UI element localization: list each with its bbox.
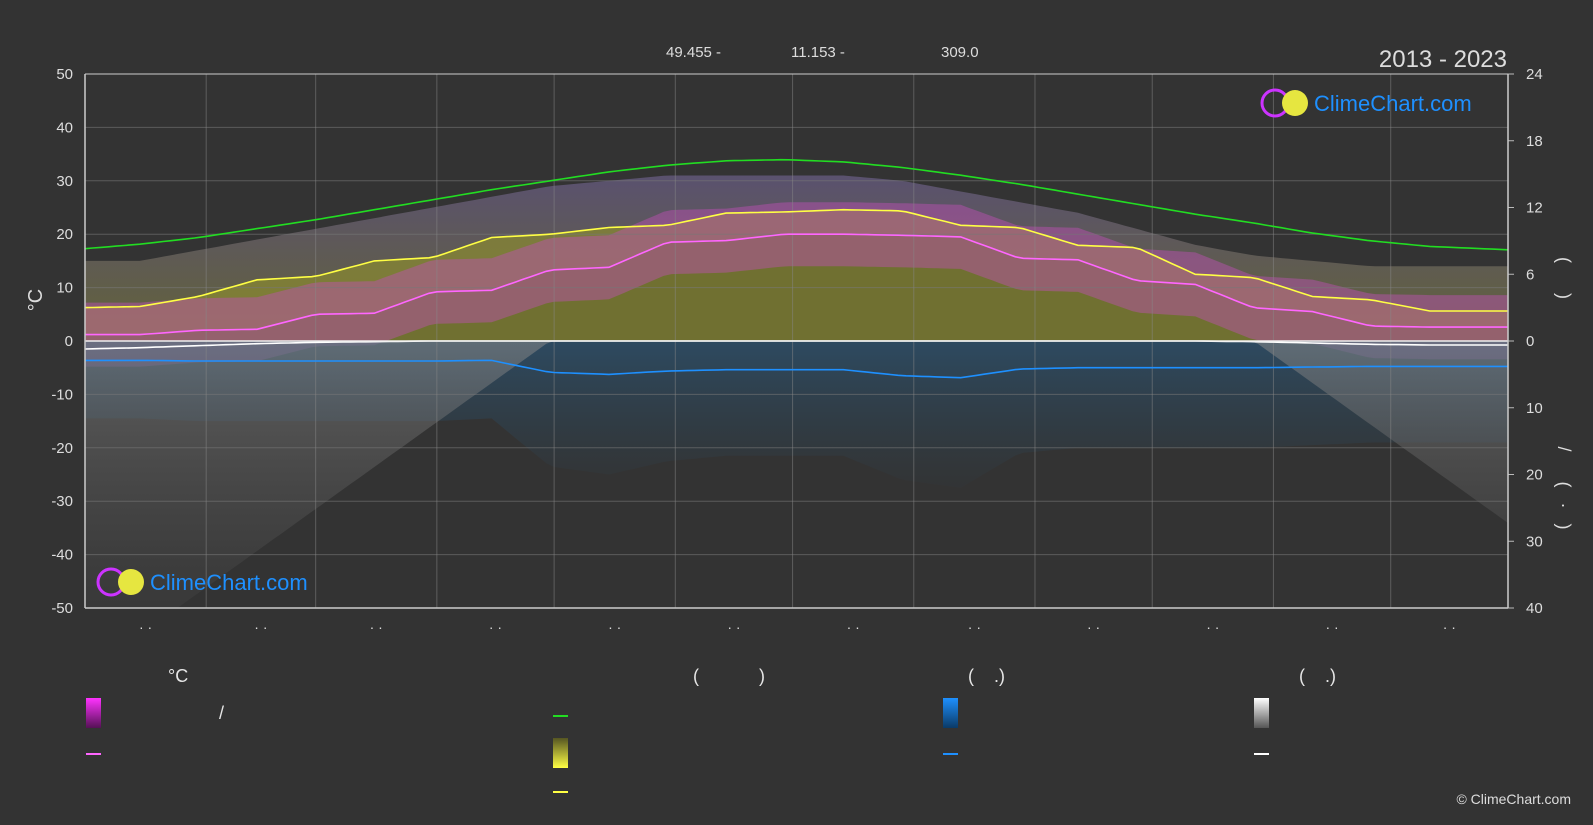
y-tick-label: 50	[56, 66, 73, 83]
y-axis-left-title: °C	[25, 289, 47, 311]
brand-name-bottom: ClimeChart.com	[150, 570, 308, 595]
y-tick-label: -40	[51, 547, 73, 564]
y-tick-label: 30	[56, 173, 73, 190]
y2-upper-tick-label: 0	[1526, 333, 1534, 350]
y-axis-right-lower-title: / ( · )	[1554, 447, 1574, 530]
y2-lower-tick-label: 20	[1526, 467, 1543, 484]
y2-lower-tick-label: 10	[1526, 400, 1543, 417]
year-range: 2013 - 2023	[1379, 46, 1507, 73]
legend-daylight-line	[553, 715, 568, 717]
month-tick-label: · ·	[968, 619, 981, 635]
legend-sunshine-line	[553, 791, 568, 793]
sunshine-line	[85, 208, 1508, 312]
legend-sun-head: ( )	[693, 666, 765, 686]
max-temp-band	[85, 175, 1508, 335]
y-tick-label: 0	[65, 333, 73, 350]
mean-temp-line	[85, 233, 1508, 336]
legend-temp-slash: /	[219, 703, 225, 723]
legend-snow-head: ( .)	[1299, 666, 1336, 686]
legend-mean-temp-line	[86, 753, 101, 755]
legend-rain-line	[943, 753, 958, 755]
latitude-label: 49.455 -	[666, 44, 721, 61]
altitude-label: 309.0	[941, 44, 979, 61]
month-tick-label: · ·	[1206, 619, 1219, 635]
month-tick-label: · ·	[1443, 619, 1456, 635]
y-tick-label: 20	[56, 226, 73, 243]
legend-snow-swatch	[1254, 698, 1269, 728]
month-tick-label: · ·	[370, 619, 383, 635]
y-tick-label: -30	[51, 493, 73, 510]
month-tick-label: · ·	[1087, 619, 1100, 635]
y-tick-label: -50	[51, 600, 73, 617]
daylight-line	[85, 158, 1508, 251]
month-tick-label: · ·	[489, 619, 502, 635]
month-tick-label: · ·	[254, 619, 267, 635]
legend-sunshine-swatch	[553, 738, 568, 768]
snow-band	[85, 341, 1508, 608]
brand-logo-top[interactable]: ClimeChart.com	[1260, 88, 1472, 118]
legend-rain-swatch	[943, 698, 958, 728]
y2-lower-tick-label: 30	[1526, 533, 1543, 550]
month-tick-label: · ·	[1325, 619, 1338, 635]
legend-snow-line	[1254, 753, 1269, 755]
y2-upper-tick-label: 24	[1526, 66, 1543, 83]
y2-lower-tick-label: 40	[1526, 600, 1543, 617]
legend-temp-range-swatch	[86, 698, 101, 728]
logo-sun-icon	[1282, 90, 1308, 116]
brand-logo-bottom[interactable]: ClimeChart.com	[96, 567, 308, 597]
longitude-label: 11.153 -	[791, 44, 845, 61]
y-axis-right-upper-title: ( )	[1554, 257, 1574, 299]
logo-sun-icon	[118, 569, 144, 595]
legend-rain-head: ( .)	[968, 666, 1005, 686]
y-tick-label: 10	[56, 280, 73, 297]
y-tick-label: 40	[56, 119, 73, 136]
copyright: © ClimeChart.com	[1456, 791, 1571, 807]
month-tick-label: · ·	[847, 619, 860, 635]
rain-line	[85, 359, 1508, 379]
y2-upper-tick-label: 12	[1526, 200, 1543, 217]
month-tick-label: · ·	[727, 619, 740, 635]
y-tick-label: -20	[51, 440, 73, 457]
legend-temp-head: °C	[168, 666, 189, 686]
brand-name-top: ClimeChart.com	[1314, 91, 1472, 116]
y2-upper-tick-label: 18	[1526, 133, 1543, 150]
y-tick-label: -10	[51, 386, 73, 403]
y2-upper-tick-label: 6	[1526, 266, 1534, 283]
month-tick-label: · ·	[139, 619, 152, 635]
month-tick-label: · ·	[608, 619, 621, 635]
